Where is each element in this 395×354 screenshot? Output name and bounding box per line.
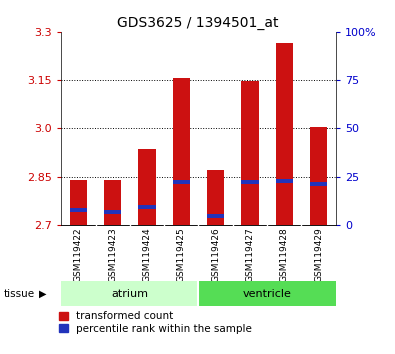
Text: GSM119426: GSM119426 <box>211 228 220 282</box>
Text: GSM119423: GSM119423 <box>108 228 117 282</box>
Bar <box>173 79 190 225</box>
Bar <box>173 180 190 184</box>
Bar <box>310 127 327 225</box>
Text: GDS3625 / 1394501_at: GDS3625 / 1394501_at <box>117 16 278 30</box>
Bar <box>276 43 293 225</box>
Bar <box>61 281 198 306</box>
Bar <box>138 149 156 225</box>
Bar <box>207 214 224 218</box>
Bar <box>138 205 156 209</box>
Text: GSM119428: GSM119428 <box>280 228 289 282</box>
Text: ▶: ▶ <box>39 289 46 299</box>
Bar <box>198 281 336 306</box>
Bar <box>70 180 87 225</box>
Bar <box>104 180 121 225</box>
Bar <box>207 170 224 225</box>
Bar <box>241 81 259 225</box>
Bar <box>241 180 259 184</box>
Bar <box>70 208 87 212</box>
Text: ventricle: ventricle <box>243 289 292 299</box>
Text: GSM119422: GSM119422 <box>74 228 83 282</box>
Text: GSM119424: GSM119424 <box>143 228 152 282</box>
Text: GSM119425: GSM119425 <box>177 228 186 282</box>
Text: tissue: tissue <box>4 289 35 299</box>
Bar <box>310 182 327 186</box>
Bar <box>104 210 121 214</box>
Bar <box>276 179 293 183</box>
Text: GSM119427: GSM119427 <box>245 228 254 282</box>
Text: GSM119429: GSM119429 <box>314 228 323 282</box>
Text: atrium: atrium <box>111 289 149 299</box>
Legend: transformed count, percentile rank within the sample: transformed count, percentile rank withi… <box>58 312 252 334</box>
